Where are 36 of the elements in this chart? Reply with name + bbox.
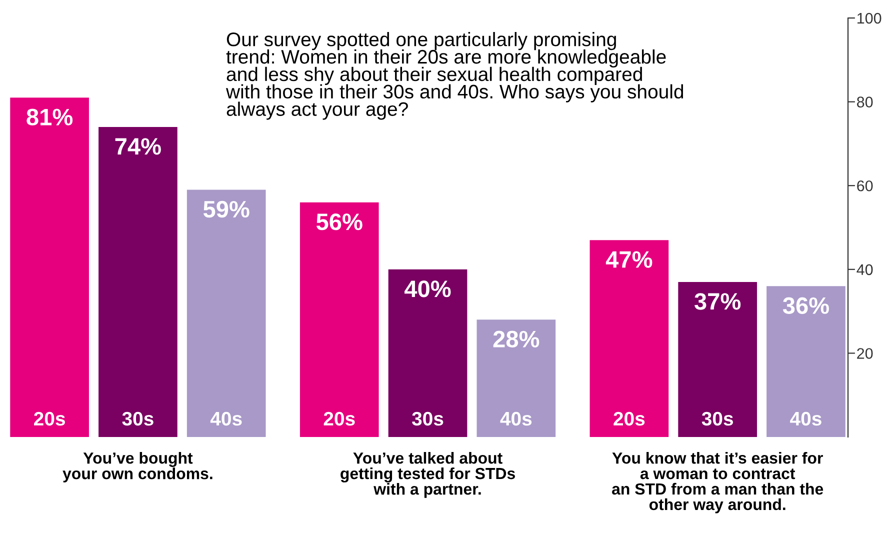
y-tick-label: 20 (857, 348, 873, 359)
x-tick-label: You’ve bought your own condoms. (62, 452, 212, 482)
y-tick-label: 60 (857, 180, 873, 192)
text: 20s (324, 412, 355, 426)
data-label: 37% (694, 293, 741, 310)
x-tick-label: You’ve talked about getting tested for STDs with a partner. (340, 452, 515, 498)
x-tick-label: You know that it’s easier for a woman to contract an STD from a man than the other way around. (612, 452, 824, 514)
bar (186, 190, 266, 437)
data-label: 40% (404, 280, 451, 298)
bar (10, 98, 89, 437)
bar (300, 202, 379, 437)
data-label: 47% (606, 251, 652, 268)
bar (678, 282, 757, 437)
bar (476, 320, 556, 437)
bar (590, 240, 669, 437)
annotation: Our survey spotted one particularly promising trend: Women in their 20s are more knowledgeable and less shy about their sexual health compared with those in their 30s and 40s. Who says you should always act your age? (226, 32, 684, 120)
data-label: 81% (26, 108, 73, 126)
data-label: 56% (316, 213, 362, 230)
data-label: 28% (493, 330, 540, 348)
data-label: 59% (203, 200, 250, 218)
text: 30s (702, 412, 734, 426)
data-label: 36% (782, 297, 829, 314)
y-tick-label: 100 (858, 12, 882, 24)
text: 30s (412, 412, 444, 426)
series-label: 20s (34, 412, 65, 426)
series-label: 40s (210, 412, 242, 426)
text: 40s (500, 412, 532, 426)
series-label: 30s (122, 412, 154, 426)
y-tick-label: 40 (856, 264, 873, 276)
bar (388, 269, 468, 437)
bar (98, 126, 178, 437)
text: 40s (790, 412, 822, 426)
bar (766, 286, 846, 437)
data-label: 74% (115, 138, 161, 155)
y-tick-label: 80 (856, 96, 873, 108)
text: 20s (614, 412, 645, 426)
